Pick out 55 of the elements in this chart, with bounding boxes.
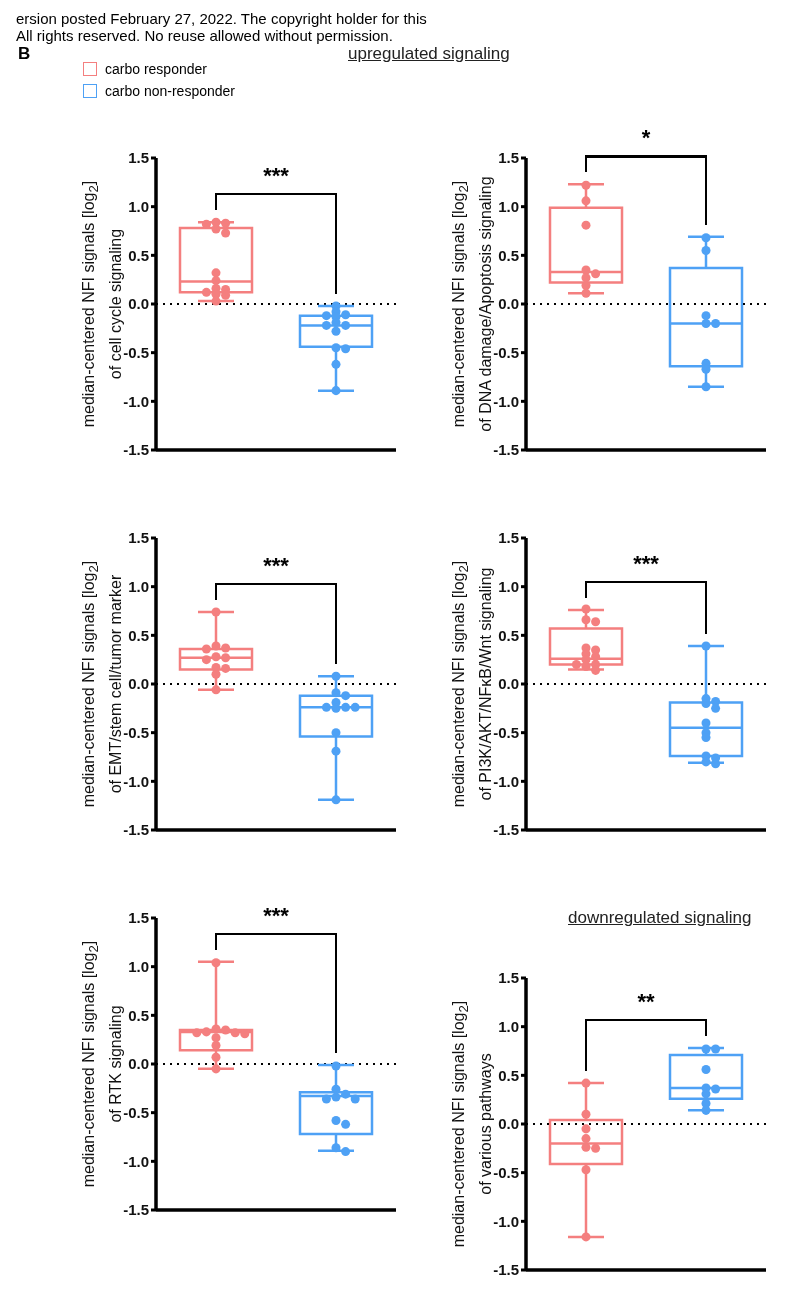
chart-title: downregulated signaling [568, 908, 752, 928]
y-tick-label: 0.0 [498, 675, 519, 693]
y-tick-label: 0.5 [128, 1006, 149, 1024]
y-tick-label: 1.0 [498, 197, 519, 215]
annotation: ** [636, 989, 656, 1015]
y-tick-label: -1.0 [123, 392, 149, 410]
y-tick-label: -0.5 [493, 343, 519, 361]
y-tick-label: -1.5 [123, 821, 149, 839]
y-tick-label: 1.0 [498, 1017, 519, 1035]
y-tick-label: -0.5 [493, 723, 519, 741]
y-tick-label: -1.5 [123, 1201, 149, 1219]
y-tick-label: -1.5 [493, 821, 519, 839]
y-tick-label: 1.5 [128, 909, 149, 927]
y-tick-label: 1.0 [128, 957, 149, 975]
y-tick-label: -0.5 [123, 723, 149, 741]
y-tick-label: 0.0 [128, 675, 149, 693]
y-tick-label: 0.5 [498, 246, 519, 264]
y-tick-label: 0.0 [128, 295, 149, 313]
y-tick-label: 0.5 [128, 626, 149, 644]
y-tick-label: 1.0 [128, 197, 149, 215]
y-tick-label: 1.0 [128, 577, 149, 595]
y-tick-label: -1.0 [493, 1212, 519, 1230]
y-tick-label: 0.0 [498, 295, 519, 313]
legend-label: carbo non-responder [105, 83, 235, 99]
text: All rights reserved. No reuse allowed without permission. [16, 27, 393, 44]
text: ersion posted February 27, 2022. The copyright holder for this [16, 10, 427, 27]
legend-label: carbo responder [105, 61, 207, 77]
y-tick-label: 1.5 [498, 149, 519, 167]
y-tick-label: 1.5 [498, 969, 519, 987]
y-tick-label: -0.5 [123, 1103, 149, 1121]
y-tick-label: -1.0 [493, 392, 519, 410]
chart-title: upregulated signaling [348, 44, 510, 64]
y-tick-label: 0.5 [498, 626, 519, 644]
y-tick-label: 1.0 [498, 577, 519, 595]
y-tick-label: -1.0 [123, 772, 149, 790]
y-tick-label: -1.5 [493, 1261, 519, 1279]
y-tick-label: 1.5 [128, 149, 149, 167]
annotation: *** [262, 163, 290, 189]
y-tick-label: -0.5 [123, 343, 149, 361]
text: * [640, 125, 652, 151]
y-tick-label: 1.5 [498, 529, 519, 547]
annotation: *** [262, 552, 290, 578]
y-tick-label: 0.0 [128, 1055, 149, 1073]
y-tick-label: 0.5 [128, 246, 149, 264]
y-tick-label: 0.5 [498, 1066, 519, 1084]
y-tick-label: -1.5 [493, 441, 519, 459]
y-tick-label: -1.5 [123, 441, 149, 459]
y-tick-label: -1.0 [123, 1152, 149, 1170]
annotation: *** [632, 551, 660, 577]
text: B [18, 44, 31, 64]
y-tick-label: 1.5 [128, 529, 149, 547]
y-tick-label: -1.0 [493, 772, 519, 790]
y-tick-label: 0.0 [498, 1115, 519, 1133]
y-tick-label: -0.5 [493, 1163, 519, 1181]
annotation: *** [262, 902, 290, 928]
